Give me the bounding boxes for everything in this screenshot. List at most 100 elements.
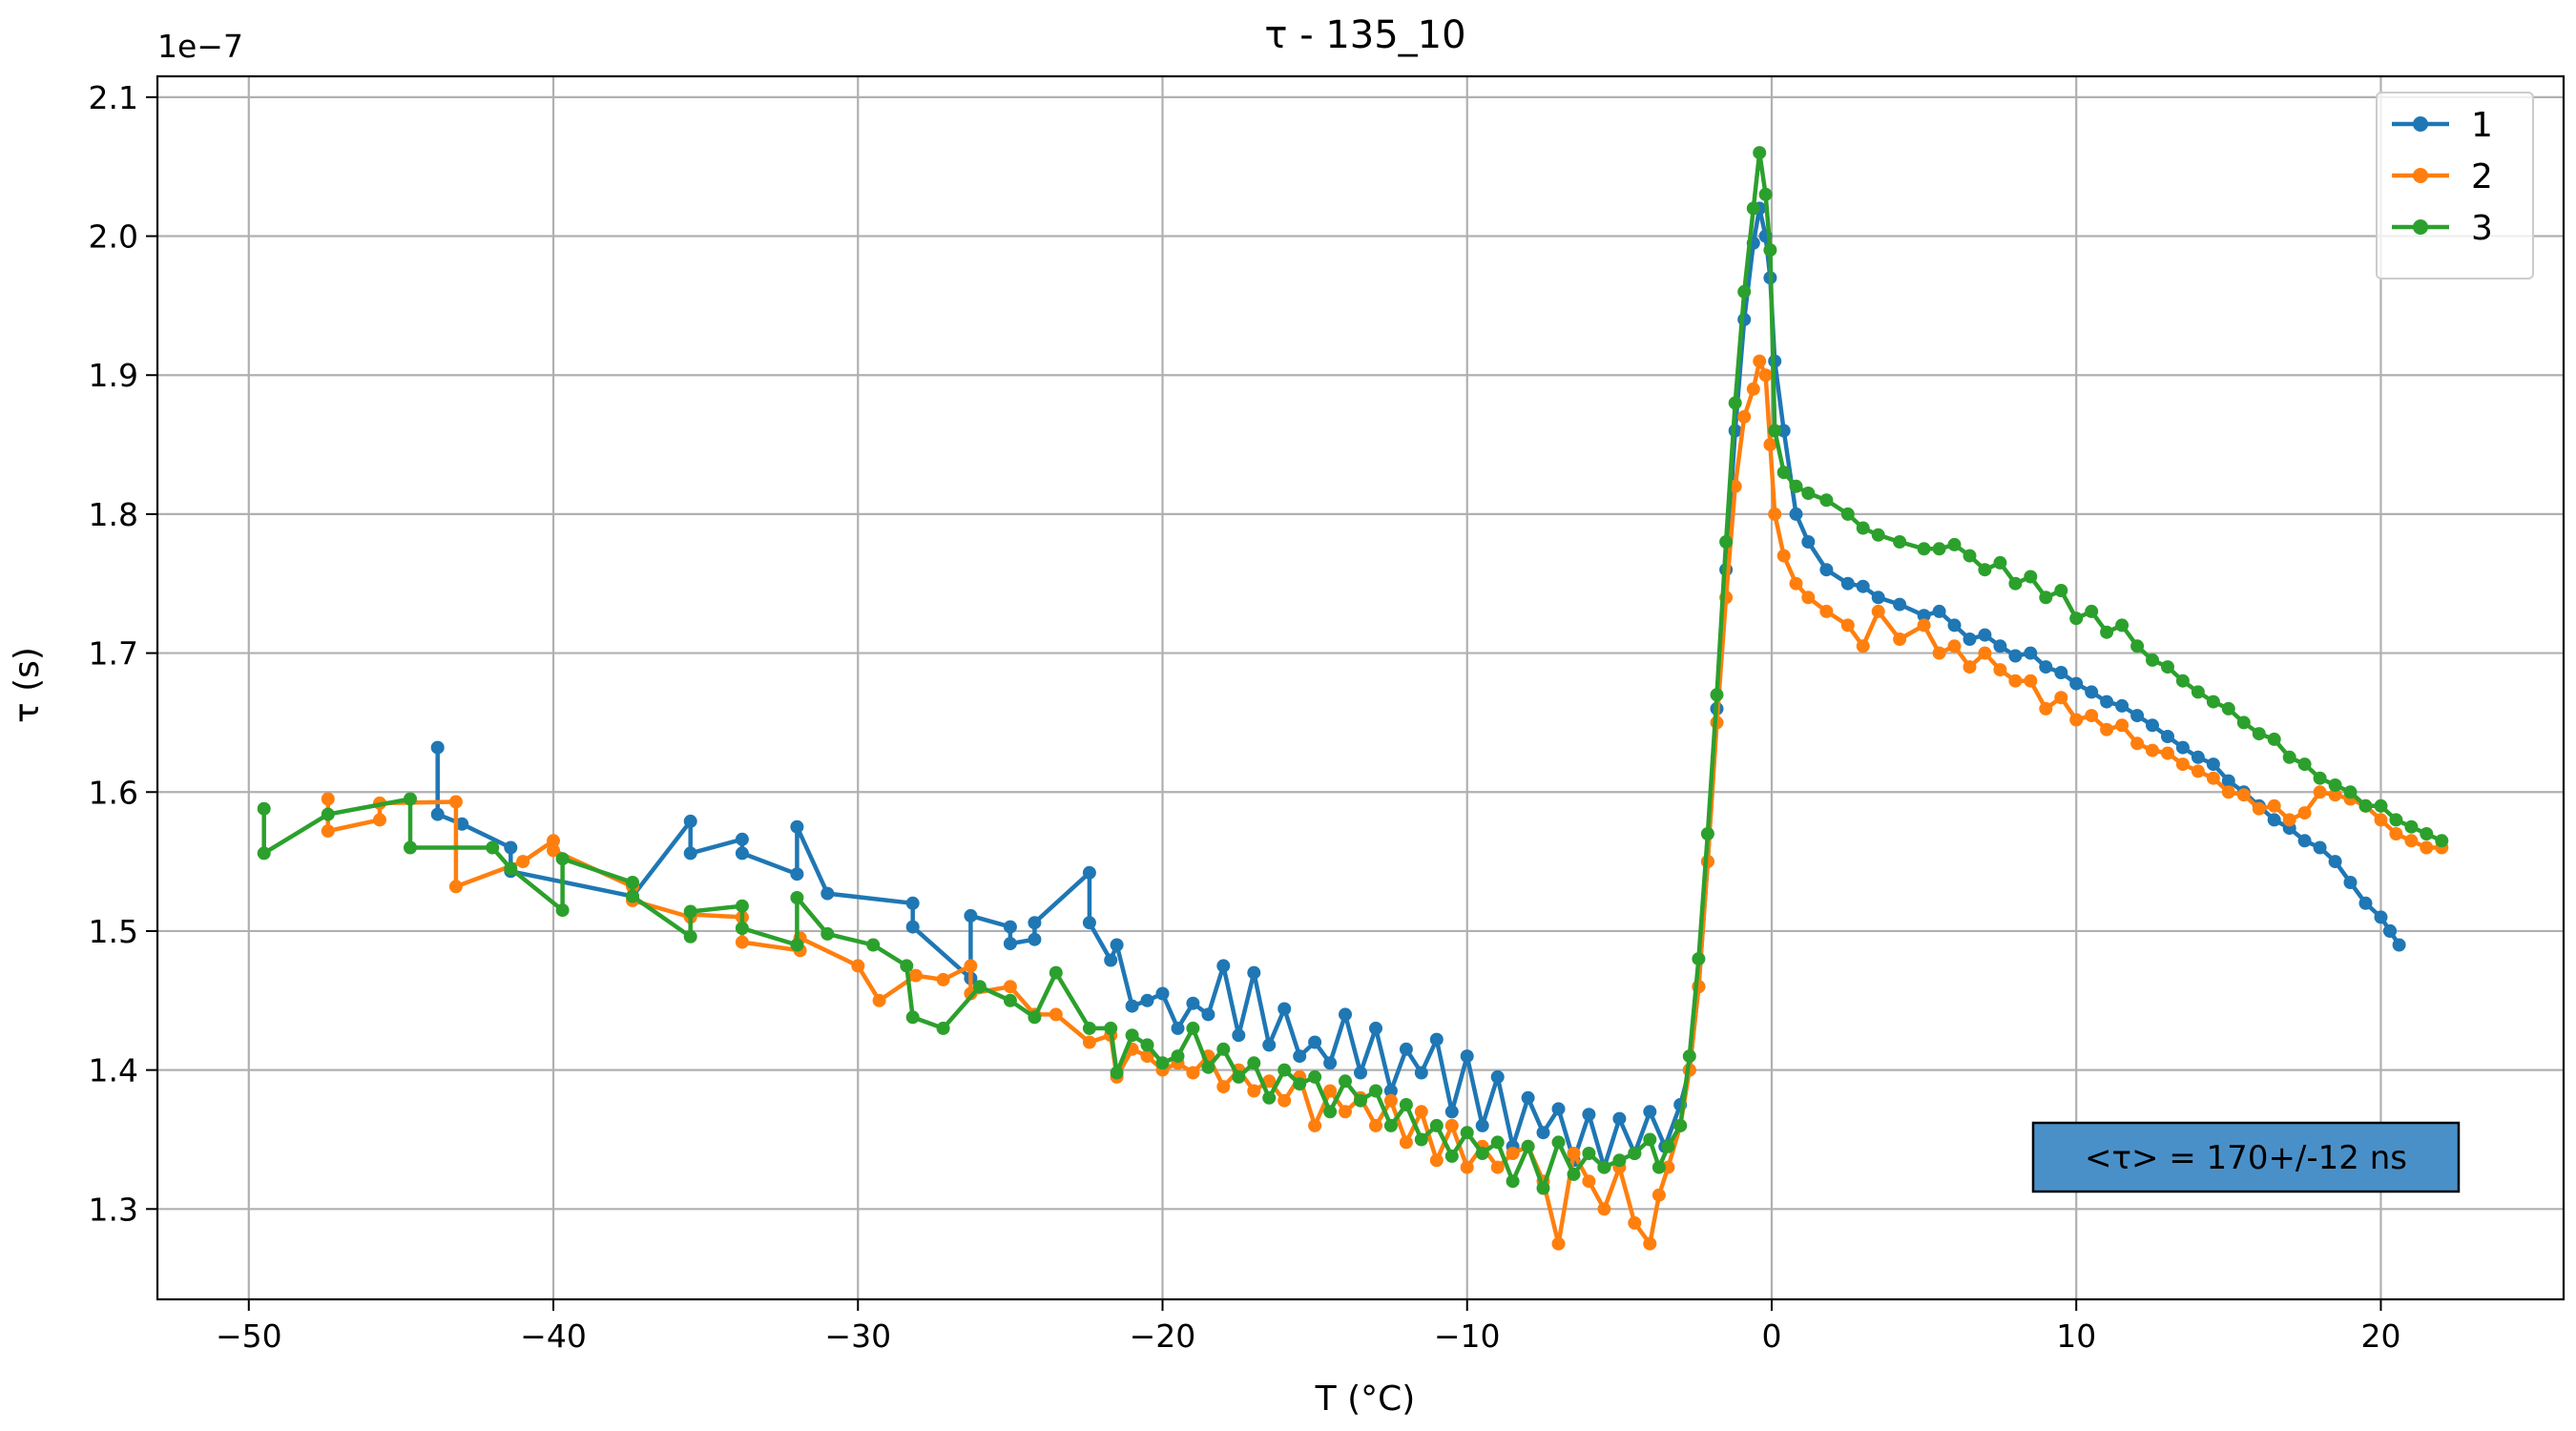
data-point: [1737, 409, 1752, 424]
data-point: [1028, 1010, 1042, 1025]
data-point: [735, 846, 749, 861]
data-point: [1383, 1084, 1398, 1098]
data-point: [2175, 740, 2190, 755]
data-point: [1049, 965, 1063, 980]
data-point: [1201, 1007, 1215, 1022]
data-point: [2146, 653, 2159, 667]
data-point: [972, 980, 987, 994]
data-point: [1758, 368, 1773, 383]
data-point: [872, 993, 886, 1007]
data-point: [1232, 1028, 1246, 1043]
data-point: [1444, 1149, 1459, 1163]
data-point: [1856, 639, 1870, 653]
data-point: [2115, 698, 2129, 713]
data-point: [2085, 604, 2099, 618]
data-point: [2313, 840, 2327, 855]
data-point: [2175, 757, 2190, 772]
data-point: [1186, 1066, 1200, 1080]
data-point: [504, 840, 518, 855]
data-point: [430, 807, 445, 821]
data-point: [1628, 1147, 1642, 1160]
data-point: [2236, 788, 2251, 802]
data-point: [1776, 466, 1791, 480]
stats-annotation: <τ> = 170+/-12 ns: [2031, 1121, 2461, 1193]
data-point: [1308, 1069, 1322, 1084]
data-point: [2054, 666, 2068, 679]
data-point: [1978, 646, 1992, 660]
data-point: [683, 929, 697, 944]
data-point: [2404, 819, 2419, 834]
y-tick-label: 1.9: [89, 357, 138, 394]
data-point: [1262, 1038, 1277, 1052]
x-axis-label: T (°C): [1315, 1379, 1416, 1419]
data-point: [1536, 1126, 1550, 1140]
data-point: [2374, 910, 2388, 924]
data-point: [321, 792, 335, 806]
data-point: [1661, 1139, 1675, 1153]
data-point: [1789, 507, 1803, 521]
y-tick-label: 2.0: [89, 218, 138, 256]
x-tick-label: 0: [1761, 1317, 1781, 1355]
y-tick-label: 1.3: [89, 1191, 138, 1228]
data-point: [2328, 855, 2342, 869]
data-point: [1612, 1153, 1627, 1168]
data-point: [1201, 1060, 1215, 1074]
data-point: [1801, 487, 1816, 500]
data-point: [735, 832, 749, 846]
data-point: [1643, 1105, 1657, 1119]
data-point: [2039, 591, 2053, 605]
data-point: [1932, 604, 1946, 618]
data-point: [1506, 1147, 1520, 1160]
data-point: [1917, 542, 1931, 556]
data-point: [1414, 1066, 1428, 1080]
data-point: [2191, 750, 2205, 764]
data-point: [1155, 1056, 1170, 1070]
data-point: [2130, 736, 2145, 751]
data-point: [1082, 916, 1096, 930]
data-point: [2206, 771, 2220, 785]
data-point: [2374, 813, 2388, 827]
data-point: [2100, 695, 2114, 709]
data-point: [2328, 788, 2342, 802]
data-point: [2206, 757, 2220, 772]
data-point: [321, 807, 335, 821]
data-point: [1963, 549, 1977, 563]
data-point: [1110, 1066, 1124, 1080]
data-point: [1819, 604, 1834, 618]
x-tick-label: −30: [824, 1317, 891, 1355]
data-point: [1932, 542, 1946, 556]
data-point: [790, 938, 804, 952]
data-point: [555, 903, 570, 918]
data-point: [1323, 1056, 1338, 1070]
data-point: [1893, 535, 1907, 549]
data-point: [2383, 923, 2397, 938]
data-point: [1399, 1135, 1413, 1150]
data-point: [2374, 798, 2388, 813]
data-point: [1753, 146, 1767, 160]
data-point: [430, 740, 445, 755]
data-point: [1383, 1093, 1398, 1108]
data-point: [1247, 1084, 1261, 1098]
data-point: [2267, 732, 2281, 746]
data-point: [2130, 709, 2145, 723]
data-point: [1947, 537, 1962, 551]
data-point: [964, 908, 978, 923]
data-point: [2389, 827, 2403, 840]
data-point: [547, 843, 560, 858]
data-point: [2328, 778, 2342, 792]
stats-annotation-box: [2031, 1121, 2461, 1193]
data-point: [1597, 1202, 1611, 1216]
data-point: [1308, 1118, 1322, 1132]
data-point: [2389, 813, 2403, 827]
data-point: [1963, 660, 1977, 674]
data-point: [2297, 806, 2312, 820]
data-point: [1262, 1090, 1277, 1105]
data-point: [2039, 701, 2053, 716]
data-point: [1947, 618, 1962, 633]
data-point: [2069, 612, 2084, 626]
data-point: [2392, 938, 2406, 952]
data-point: [908, 968, 923, 983]
x-axis-ticks: −50 −40 −30 −20 −10 0 10 20: [216, 1299, 2400, 1355]
data-point: [2343, 876, 2358, 889]
data-point: [404, 840, 417, 855]
